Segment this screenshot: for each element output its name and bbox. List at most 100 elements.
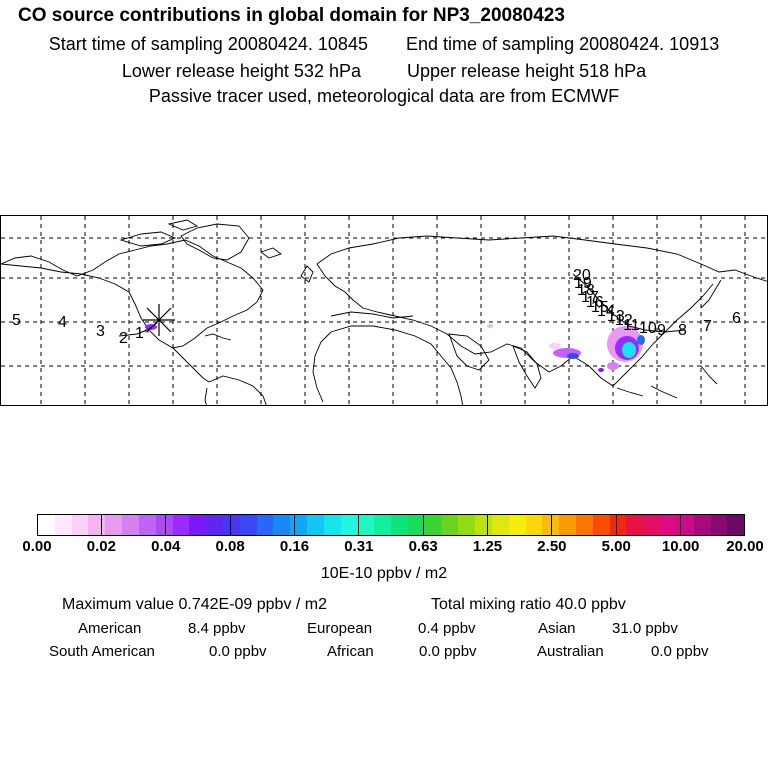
plume-europe bbox=[487, 324, 493, 328]
colorbar-segment bbox=[525, 515, 543, 535]
colorbar-segment bbox=[424, 515, 442, 535]
colorbar-tick-label: 20.00 bbox=[726, 538, 764, 555]
colorbar-segment bbox=[256, 515, 274, 535]
colorbar-segment bbox=[508, 515, 526, 535]
african-value: 0.0 ppbv bbox=[419, 643, 477, 660]
trajectory-label: 15 bbox=[591, 299, 609, 316]
american-label: American bbox=[78, 620, 142, 637]
coastlines bbox=[1, 219, 767, 405]
trajectory-label: 13 bbox=[607, 308, 625, 325]
upper-height: Upper release height 518 hPa bbox=[407, 61, 647, 81]
colorbar-divider bbox=[358, 514, 360, 536]
colorbar-segment bbox=[307, 515, 324, 535]
colorbar-divider bbox=[487, 514, 489, 536]
colorbar-segment bbox=[407, 515, 425, 535]
colorbar-segment bbox=[88, 515, 106, 535]
trajectory-label: 5 bbox=[12, 312, 21, 329]
trajectory-label: 16 bbox=[586, 294, 604, 311]
map-canvas bbox=[1, 216, 767, 405]
trajectory-label: 20 bbox=[573, 267, 591, 284]
colorbar-unit: 10E-10 ppbv / m2 bbox=[320, 565, 448, 582]
colorbar-segment bbox=[441, 515, 459, 535]
trajectory-label: 3 bbox=[96, 323, 105, 340]
colorbar-segment bbox=[727, 515, 745, 535]
caribbean-coast bbox=[204, 333, 232, 341]
colorbar-segment bbox=[38, 515, 55, 535]
release-heights: Lower release height 532 hPa Upper relea… bbox=[0, 61, 768, 82]
mediterranean-coast bbox=[330, 311, 414, 319]
trajectory-label: 14 bbox=[597, 303, 615, 320]
colorbar-segment bbox=[458, 515, 476, 535]
colorbar-segment bbox=[491, 515, 509, 535]
colorbar-divider bbox=[551, 514, 553, 536]
colorbar-tick-label: 1.25 bbox=[472, 538, 503, 555]
colorbar-divider bbox=[229, 514, 231, 536]
arabia-coast bbox=[448, 333, 490, 371]
colorbar-tick-label: 0.16 bbox=[279, 538, 310, 555]
trajectory-label: 9 bbox=[657, 322, 666, 339]
eurasia-coast bbox=[316, 235, 767, 387]
colorbar-divider bbox=[680, 514, 682, 536]
colorbar bbox=[37, 514, 745, 536]
colorbar-segment bbox=[172, 515, 190, 535]
trajectory-label: 19 bbox=[574, 275, 592, 292]
colorbar-tick-label: 5.00 bbox=[601, 538, 631, 555]
colorbar-segment bbox=[592, 515, 610, 535]
colorbar-divider bbox=[615, 514, 617, 536]
colorbar-tick-label: 0.00 bbox=[22, 538, 52, 555]
trajectory-label: 1 bbox=[135, 325, 144, 342]
africa-coast bbox=[312, 325, 464, 405]
start-time: Start time of sampling 20080424. 10845 bbox=[48, 34, 368, 54]
colorbar-divider bbox=[100, 514, 102, 536]
graticule bbox=[1, 216, 767, 405]
colorbar-tick-label: 0.04 bbox=[151, 538, 181, 555]
colorbar-divider bbox=[165, 514, 167, 536]
trajectory-label: 17 bbox=[581, 289, 599, 306]
african-label: African bbox=[327, 643, 374, 660]
colorbar-segment bbox=[340, 515, 358, 535]
iceland-coast bbox=[260, 247, 282, 259]
world-map: 5 4 3 2 1 20 19 18 17 16 15 14 13 12 11 … bbox=[0, 215, 768, 406]
colorbar-segment bbox=[542, 515, 560, 535]
south-american-label: South American bbox=[49, 643, 155, 660]
american-value: 8.4 ppbv bbox=[188, 620, 246, 637]
india-coast bbox=[512, 345, 542, 389]
uk-coast bbox=[300, 265, 314, 283]
page-title: CO source contributions in global domain… bbox=[18, 5, 565, 26]
plume-india-edge bbox=[549, 343, 561, 349]
trajectory-label: 7 bbox=[703, 318, 712, 335]
australian-label: Australian bbox=[537, 643, 604, 660]
north-america-coast bbox=[1, 239, 264, 349]
colorbar-segment bbox=[357, 515, 375, 535]
trajectory-label: 2 bbox=[119, 330, 128, 347]
colorbar-segment bbox=[391, 515, 408, 535]
trajectory-label: 8 bbox=[678, 322, 687, 339]
colorbar-segment bbox=[189, 515, 207, 535]
release-point-marker bbox=[143, 304, 175, 336]
colorbar-tick-label: 0.31 bbox=[344, 538, 374, 555]
colorbar-segment bbox=[559, 515, 576, 535]
colorbar-segment bbox=[626, 515, 644, 535]
greenland-coast bbox=[180, 223, 250, 261]
plume-china-core bbox=[622, 342, 636, 358]
trajectory-label: 6 bbox=[732, 310, 741, 327]
colorbar-segment bbox=[239, 515, 257, 535]
plume-india-core bbox=[567, 353, 579, 359]
colorbar-segment bbox=[54, 515, 72, 535]
canadian-arctic-coast bbox=[119, 219, 199, 247]
colorbar-segment bbox=[273, 515, 291, 535]
colorbar-segment bbox=[323, 515, 341, 535]
colorbar-segment bbox=[105, 515, 123, 535]
colorbar-segment bbox=[660, 515, 677, 535]
south-american-value: 0.0 ppbv bbox=[209, 643, 267, 660]
asian-label: Asian bbox=[538, 620, 576, 637]
colorbar-tick-label: 0.08 bbox=[215, 538, 245, 555]
colorbar-segment bbox=[290, 515, 307, 535]
sampling-times: Start time of sampling 20080424. 10845 E… bbox=[0, 34, 768, 55]
data-note: Passive tracer used, meteorological data… bbox=[148, 86, 620, 106]
australian-value: 0.0 ppbv bbox=[651, 643, 709, 660]
colorbar-segment bbox=[138, 515, 156, 535]
plume-southeast-asia-core bbox=[598, 368, 604, 372]
trajectory-label: 12 bbox=[615, 312, 633, 329]
south-america-coast bbox=[204, 375, 267, 405]
